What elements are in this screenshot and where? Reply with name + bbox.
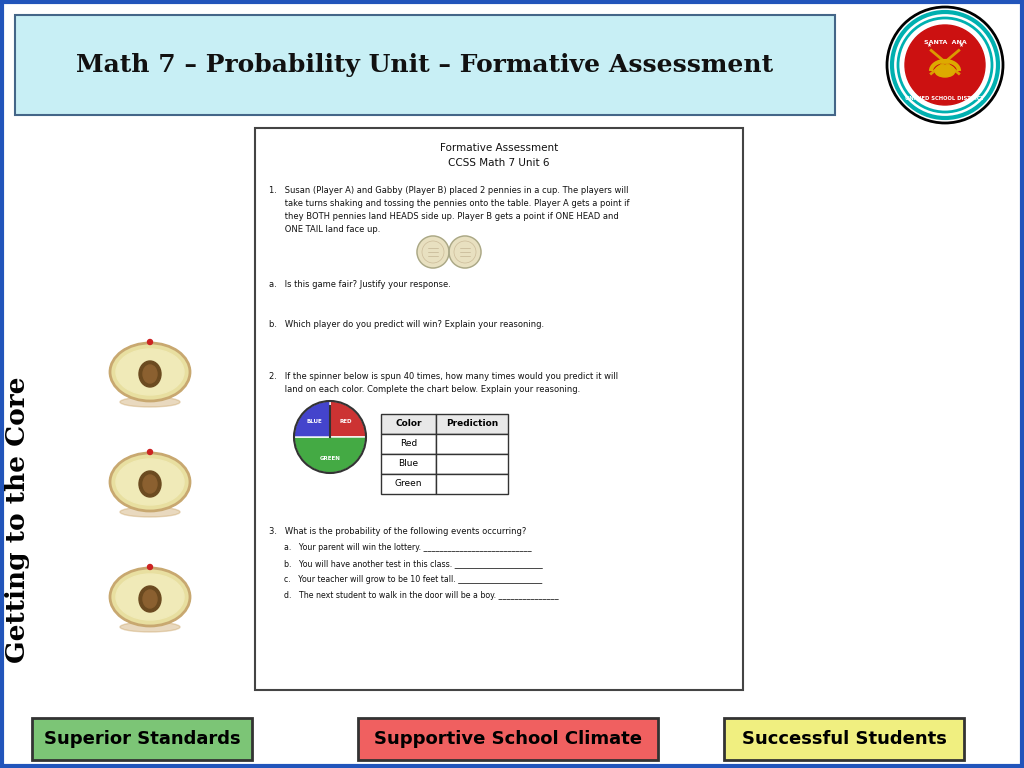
Ellipse shape bbox=[935, 65, 955, 77]
FancyBboxPatch shape bbox=[255, 128, 743, 690]
Ellipse shape bbox=[139, 586, 161, 612]
Text: a.   Your parent will win the lottery. ___________________________: a. Your parent will win the lottery. ___… bbox=[269, 543, 531, 552]
Text: BLUE: BLUE bbox=[307, 419, 323, 424]
Text: Superior Standards: Superior Standards bbox=[44, 730, 241, 748]
Circle shape bbox=[887, 7, 1002, 123]
FancyBboxPatch shape bbox=[381, 414, 436, 434]
Text: Formative Assessment: Formative Assessment bbox=[440, 143, 558, 153]
Ellipse shape bbox=[110, 453, 190, 511]
Text: GREEN: GREEN bbox=[319, 456, 340, 461]
Text: Supportive School Climate: Supportive School Climate bbox=[374, 730, 642, 748]
Ellipse shape bbox=[143, 475, 157, 493]
Text: 1.   Susan (Player A) and Gabby (Player B) placed 2 pennies in a cup. The player: 1. Susan (Player A) and Gabby (Player B)… bbox=[269, 186, 629, 195]
Text: Getting to the Core: Getting to the Core bbox=[5, 377, 31, 664]
FancyBboxPatch shape bbox=[358, 718, 658, 760]
Text: Red: Red bbox=[400, 439, 417, 449]
FancyBboxPatch shape bbox=[381, 474, 436, 494]
Wedge shape bbox=[294, 437, 366, 473]
Ellipse shape bbox=[116, 349, 184, 395]
Ellipse shape bbox=[143, 590, 157, 608]
Text: CCSS Math 7 Unit 6: CCSS Math 7 Unit 6 bbox=[449, 158, 550, 168]
Circle shape bbox=[449, 236, 481, 268]
FancyBboxPatch shape bbox=[724, 718, 964, 760]
Text: ★: ★ bbox=[927, 42, 932, 48]
Ellipse shape bbox=[116, 574, 184, 620]
Text: 2.   If the spinner below is spun 40 times, how many times would you predict it : 2. If the spinner below is spun 40 times… bbox=[269, 372, 618, 381]
Text: UNIFIED SCHOOL DISTRICT: UNIFIED SCHOOL DISTRICT bbox=[905, 97, 984, 101]
Text: ONE TAIL land face up.: ONE TAIL land face up. bbox=[269, 225, 380, 234]
FancyBboxPatch shape bbox=[436, 454, 508, 474]
Ellipse shape bbox=[110, 568, 190, 626]
Text: b.   Which player do you predict will win? Explain your reasoning.: b. Which player do you predict will win?… bbox=[269, 320, 544, 329]
Text: land on each color. Complete the chart below. Explain your reasoning.: land on each color. Complete the chart b… bbox=[269, 385, 581, 394]
Wedge shape bbox=[294, 401, 330, 437]
Ellipse shape bbox=[139, 471, 161, 497]
FancyBboxPatch shape bbox=[15, 15, 835, 115]
Ellipse shape bbox=[147, 564, 153, 570]
Ellipse shape bbox=[116, 459, 184, 505]
Text: a.   Is this game fair? Justify your response.: a. Is this game fair? Justify your respo… bbox=[269, 280, 451, 289]
Text: Successful Students: Successful Students bbox=[741, 730, 946, 748]
Text: d.   The next student to walk in the door will be a boy. _______________: d. The next student to walk in the door … bbox=[269, 591, 559, 600]
Ellipse shape bbox=[120, 622, 180, 632]
Ellipse shape bbox=[110, 343, 190, 401]
Text: Color: Color bbox=[395, 419, 422, 429]
Text: b.   You will have another test in this class. ______________________: b. You will have another test in this cl… bbox=[269, 559, 543, 568]
Wedge shape bbox=[330, 401, 366, 437]
Text: Green: Green bbox=[394, 479, 422, 488]
Circle shape bbox=[905, 25, 985, 105]
FancyBboxPatch shape bbox=[32, 718, 252, 760]
FancyBboxPatch shape bbox=[436, 434, 508, 454]
FancyBboxPatch shape bbox=[381, 454, 436, 474]
Ellipse shape bbox=[147, 449, 153, 455]
Text: Math 7 – Probability Unit – Formative Assessment: Math 7 – Probability Unit – Formative As… bbox=[77, 53, 773, 77]
Ellipse shape bbox=[120, 507, 180, 517]
FancyBboxPatch shape bbox=[436, 414, 508, 434]
Ellipse shape bbox=[147, 339, 153, 345]
Circle shape bbox=[417, 236, 449, 268]
Text: Prediction: Prediction bbox=[445, 419, 498, 429]
Text: Blue: Blue bbox=[398, 459, 419, 468]
Ellipse shape bbox=[139, 361, 161, 387]
FancyBboxPatch shape bbox=[381, 434, 436, 454]
Ellipse shape bbox=[120, 397, 180, 407]
Text: they BOTH pennies land HEADS side up. Player B gets a point if ONE HEAD and: they BOTH pennies land HEADS side up. Pl… bbox=[269, 212, 618, 221]
Text: c.   Your teacher will grow to be 10 feet tall. _____________________: c. Your teacher will grow to be 10 feet … bbox=[269, 575, 543, 584]
Text: 3.   What is the probability of the following events occurring?: 3. What is the probability of the follow… bbox=[269, 527, 526, 536]
Text: ★: ★ bbox=[958, 42, 964, 48]
Text: take turns shaking and tossing the pennies onto the table. Player A gets a point: take turns shaking and tossing the penni… bbox=[269, 199, 630, 208]
Ellipse shape bbox=[143, 365, 157, 383]
FancyBboxPatch shape bbox=[436, 474, 508, 494]
Text: RED: RED bbox=[339, 419, 351, 424]
Text: SANTA  ANA: SANTA ANA bbox=[924, 41, 967, 45]
